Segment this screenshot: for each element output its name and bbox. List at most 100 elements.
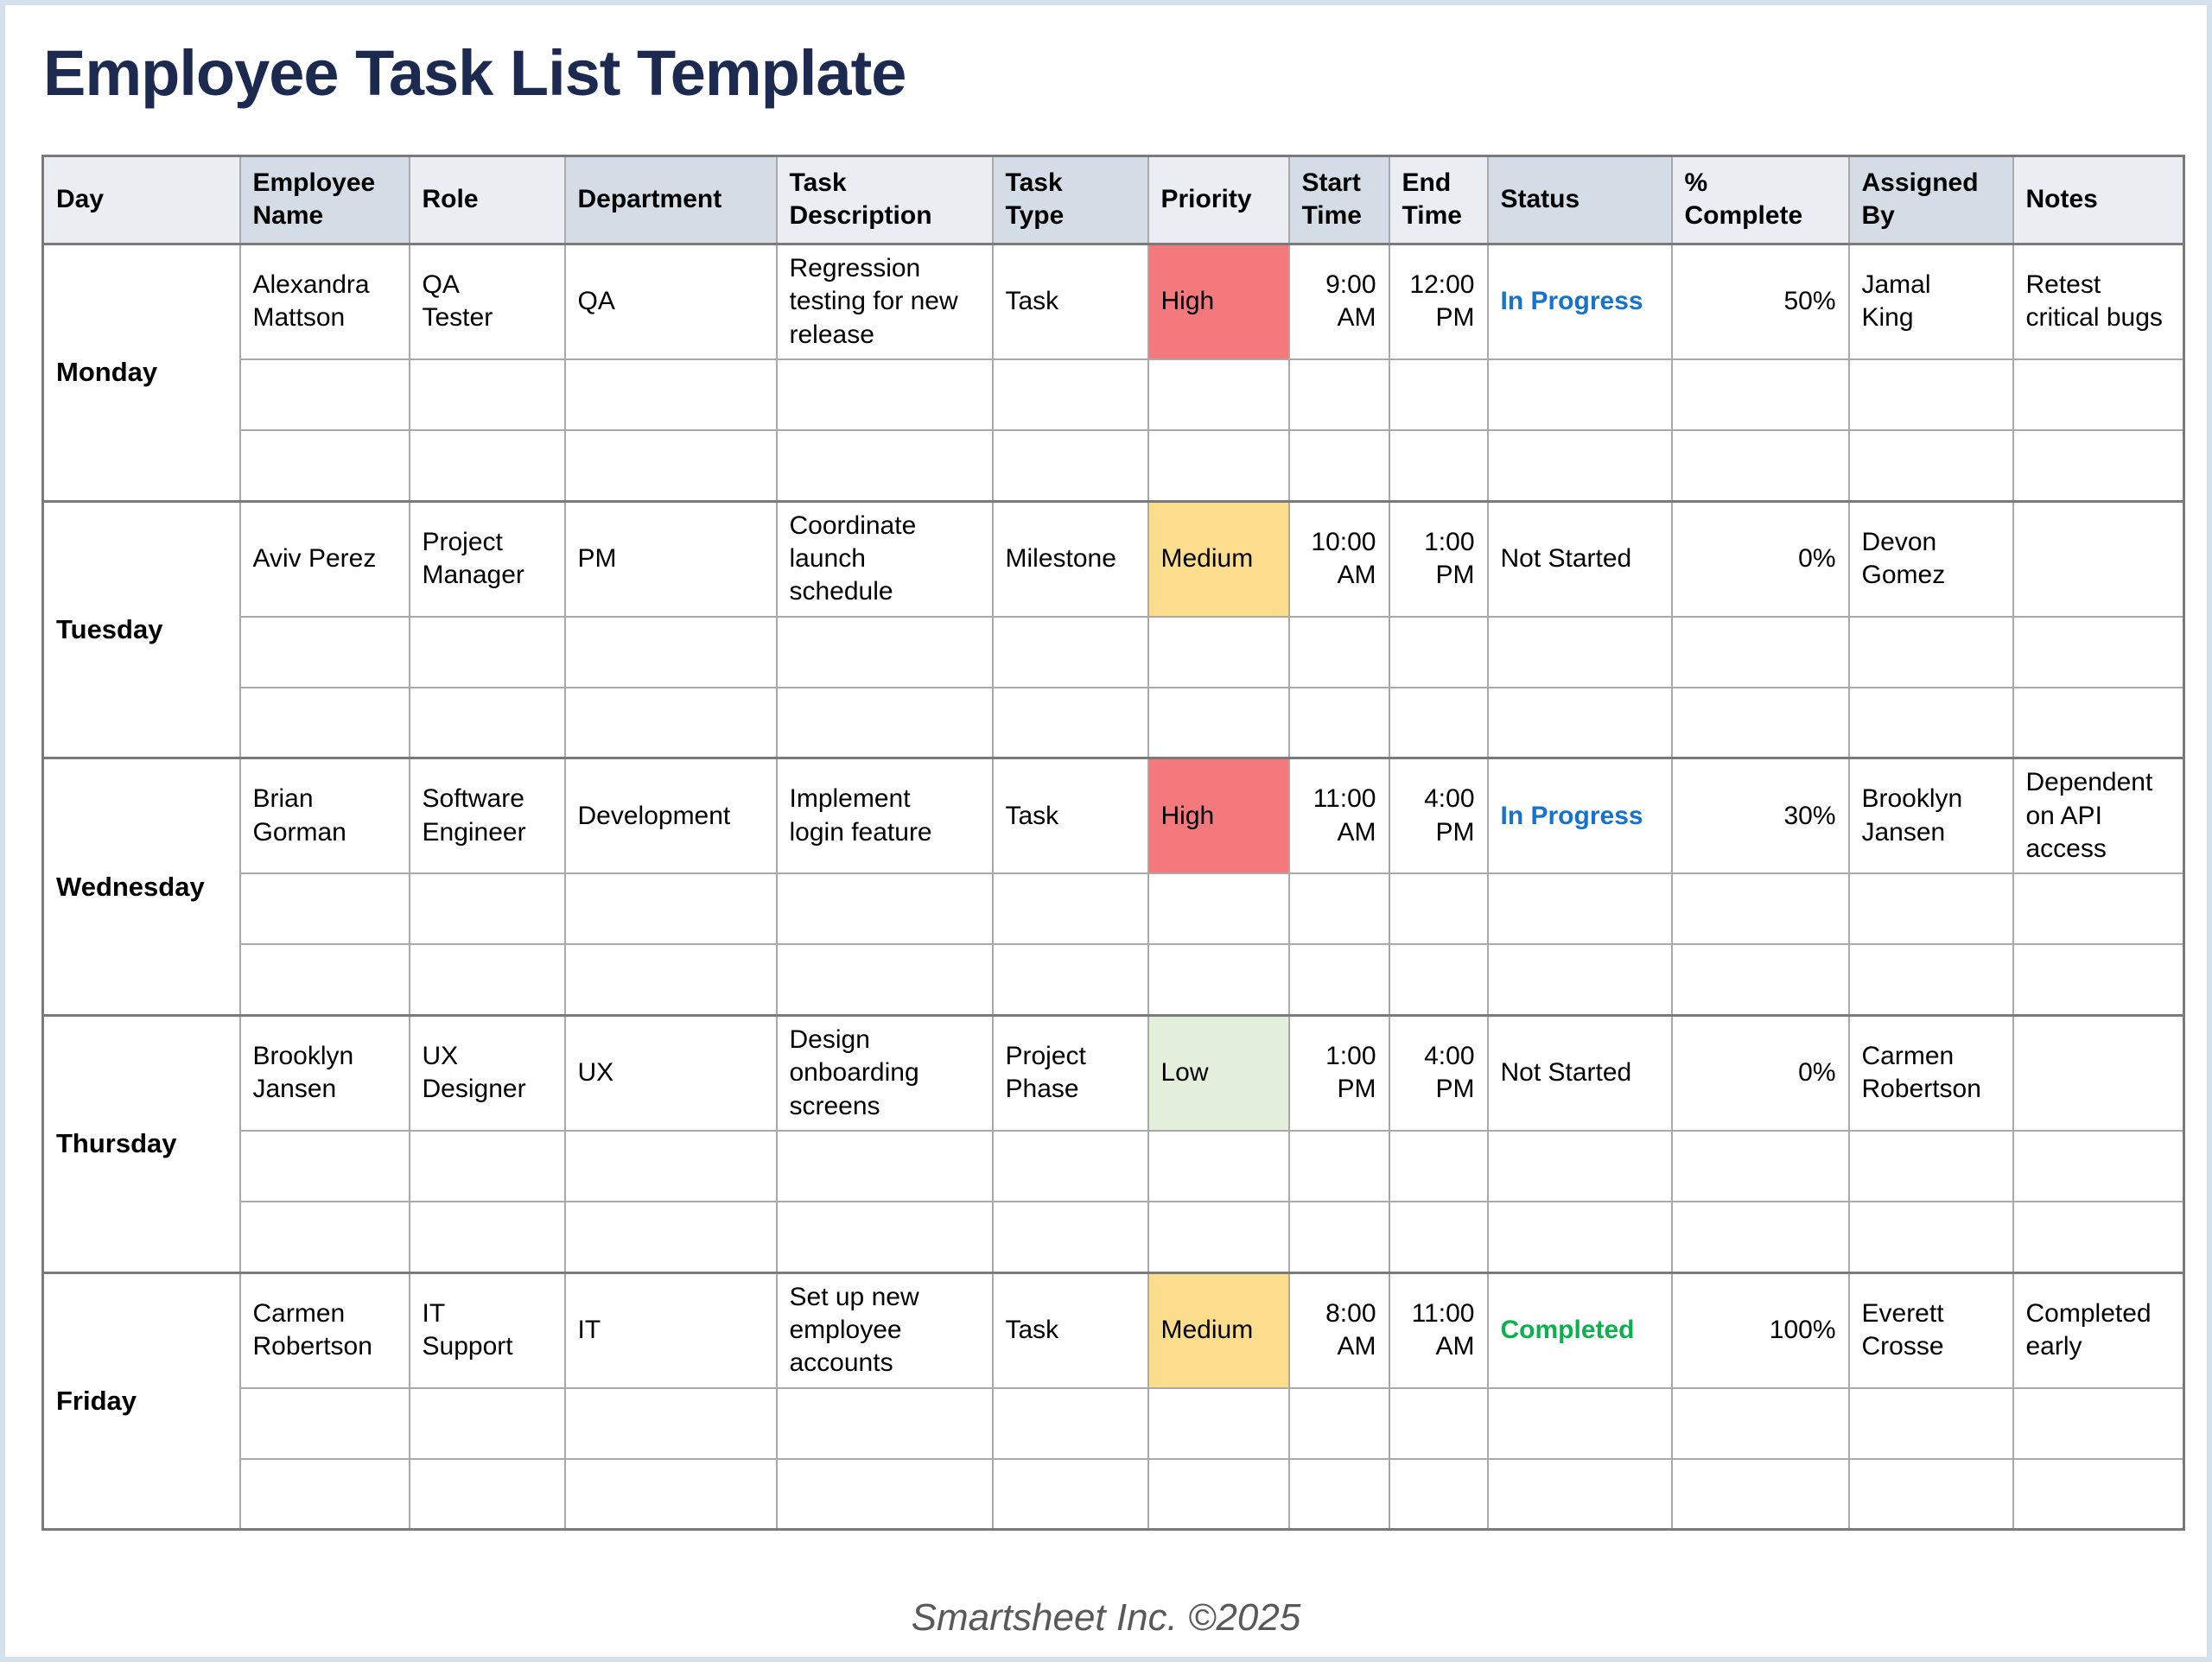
empty-cell <box>1388 872 1489 946</box>
table-row <box>43 1386 2185 1460</box>
empty-cell <box>1147 429 1290 503</box>
day-block-thursday: Thursday Brooklyn Jansen UX Designer UX … <box>41 1014 2185 1274</box>
end-time-cell: 1:00 PM <box>1388 500 1489 618</box>
empty-cell <box>1670 358 1850 432</box>
empty-cell <box>1486 615 1673 688</box>
empty-cell <box>775 943 994 1017</box>
empty-cell <box>238 943 410 1017</box>
empty-cell <box>991 358 1149 432</box>
empty-cell <box>1388 1386 1489 1460</box>
empty-cell <box>1670 686 1850 759</box>
status-cell: Completed <box>1486 1272 1673 1389</box>
empty-cell <box>1287 872 1390 946</box>
day-block-monday: Monday Alexandra Mattson QA Tester QA Re… <box>41 243 2185 503</box>
empty-cell <box>1388 1457 1489 1531</box>
table-row: Monday Alexandra Mattson QA Tester QA Re… <box>41 243 2185 503</box>
day-block-friday: Friday Carmen Robertson IT Support IT Se… <box>41 1272 2185 1531</box>
table-row <box>43 872 2185 946</box>
empty-cell <box>408 1386 566 1460</box>
empty-cell <box>775 686 994 759</box>
assigned-by-cell: Carmen Robertson <box>1847 1014 2014 1132</box>
column-header-day: Day <box>41 155 241 245</box>
task-type-cell: Project Phase <box>991 1014 1149 1132</box>
end-time-cell: 4:00 PM <box>1388 1014 1489 1132</box>
column-header-department: Department <box>563 155 778 245</box>
empty-cell <box>1287 429 1390 503</box>
start-time-cell: 11:00 AM <box>1287 757 1390 875</box>
empty-cell <box>1388 1201 1489 1274</box>
footer-credit: Smartsheet Inc. ©2025 <box>911 1596 1301 1640</box>
table-row: Tuesday Aviv Perez Project Manager PM Co… <box>41 500 2185 759</box>
column-header-start-time: Start Time <box>1287 155 1390 245</box>
priority-cell: Low <box>1147 1014 1290 1132</box>
table-row <box>43 1457 2185 1531</box>
employee-name-cell: Alexandra Mattson <box>238 243 410 361</box>
task-type-cell: Task <box>991 1272 1149 1389</box>
department-cell: UX <box>563 1014 778 1132</box>
day-block-wednesday: Wednesday Brian Gorman Software Engineer… <box>41 757 2185 1017</box>
task-description-cell: Coordinate launch schedule <box>775 500 994 618</box>
empty-cell <box>1670 615 1850 688</box>
column-header-task-description: Task Description <box>775 155 994 245</box>
empty-cell <box>408 1457 566 1531</box>
task-type-cell: Milestone <box>991 500 1149 618</box>
empty-cell <box>1287 1386 1390 1460</box>
empty-cell <box>991 943 1149 1017</box>
empty-cell <box>563 1130 778 1203</box>
empty-cell <box>1147 1130 1290 1203</box>
empty-cell <box>2012 1130 2185 1203</box>
empty-cell <box>2012 686 2185 759</box>
table-row <box>43 615 2185 688</box>
notes-cell: Retest critical bugs <box>2012 243 2185 361</box>
department-cell: PM <box>563 500 778 618</box>
status-cell: Not Started <box>1486 1014 1673 1132</box>
empty-cell <box>408 429 566 503</box>
page-title: Employee Task List Template <box>43 37 906 109</box>
empty-cell <box>563 686 778 759</box>
priority-cell: High <box>1147 757 1290 875</box>
empty-cell <box>1670 943 1850 1017</box>
empty-cell <box>1486 358 1673 432</box>
empty-cell <box>1147 358 1290 432</box>
empty-cell <box>1486 943 1673 1017</box>
empty-cell <box>1847 686 2014 759</box>
empty-cell <box>1486 429 1673 503</box>
department-cell: IT <box>563 1272 778 1389</box>
day-cell: Tuesday <box>41 500 241 759</box>
empty-cell <box>1670 1201 1850 1274</box>
empty-cell <box>1847 615 2014 688</box>
empty-cell <box>2012 1457 2185 1531</box>
notes-cell <box>2012 1014 2185 1132</box>
empty-cell <box>408 615 566 688</box>
empty-cell <box>991 1457 1149 1531</box>
notes-cell <box>2012 500 2185 618</box>
assigned-by-cell: Jamal King <box>1847 243 2014 361</box>
empty-cell <box>1670 872 1850 946</box>
employee-name-cell: Brooklyn Jansen <box>238 1014 410 1132</box>
empty-cell <box>2012 1201 2185 1274</box>
table-row <box>43 429 2185 503</box>
percent-complete-cell: 50% <box>1670 243 1850 361</box>
notes-cell: Completed early <box>2012 1272 2185 1389</box>
empty-cell <box>775 358 994 432</box>
priority-cell: Medium <box>1147 1272 1290 1389</box>
day-block-tuesday: Tuesday Aviv Perez Project Manager PM Co… <box>41 500 2185 759</box>
empty-cell <box>238 615 410 688</box>
employee-task-table: Day Employee Name Role Department Task D… <box>41 154 2185 1532</box>
end-time-cell: 11:00 AM <box>1388 1272 1489 1389</box>
empty-cell <box>991 1201 1149 1274</box>
empty-cell <box>1147 1201 1290 1274</box>
empty-cell <box>2012 1386 2185 1460</box>
status-cell: In Progress <box>1486 757 1673 875</box>
empty-cell <box>238 1386 410 1460</box>
empty-cell <box>1670 429 1850 503</box>
percent-complete-cell: 0% <box>1670 1014 1850 1132</box>
empty-cell <box>1670 1386 1850 1460</box>
empty-cell <box>1847 1386 2014 1460</box>
empty-cell <box>563 943 778 1017</box>
empty-cell <box>408 358 566 432</box>
table-row <box>43 358 2185 432</box>
task-description-cell: Implement login feature <box>775 757 994 875</box>
column-header-end-time: End Time <box>1388 155 1489 245</box>
